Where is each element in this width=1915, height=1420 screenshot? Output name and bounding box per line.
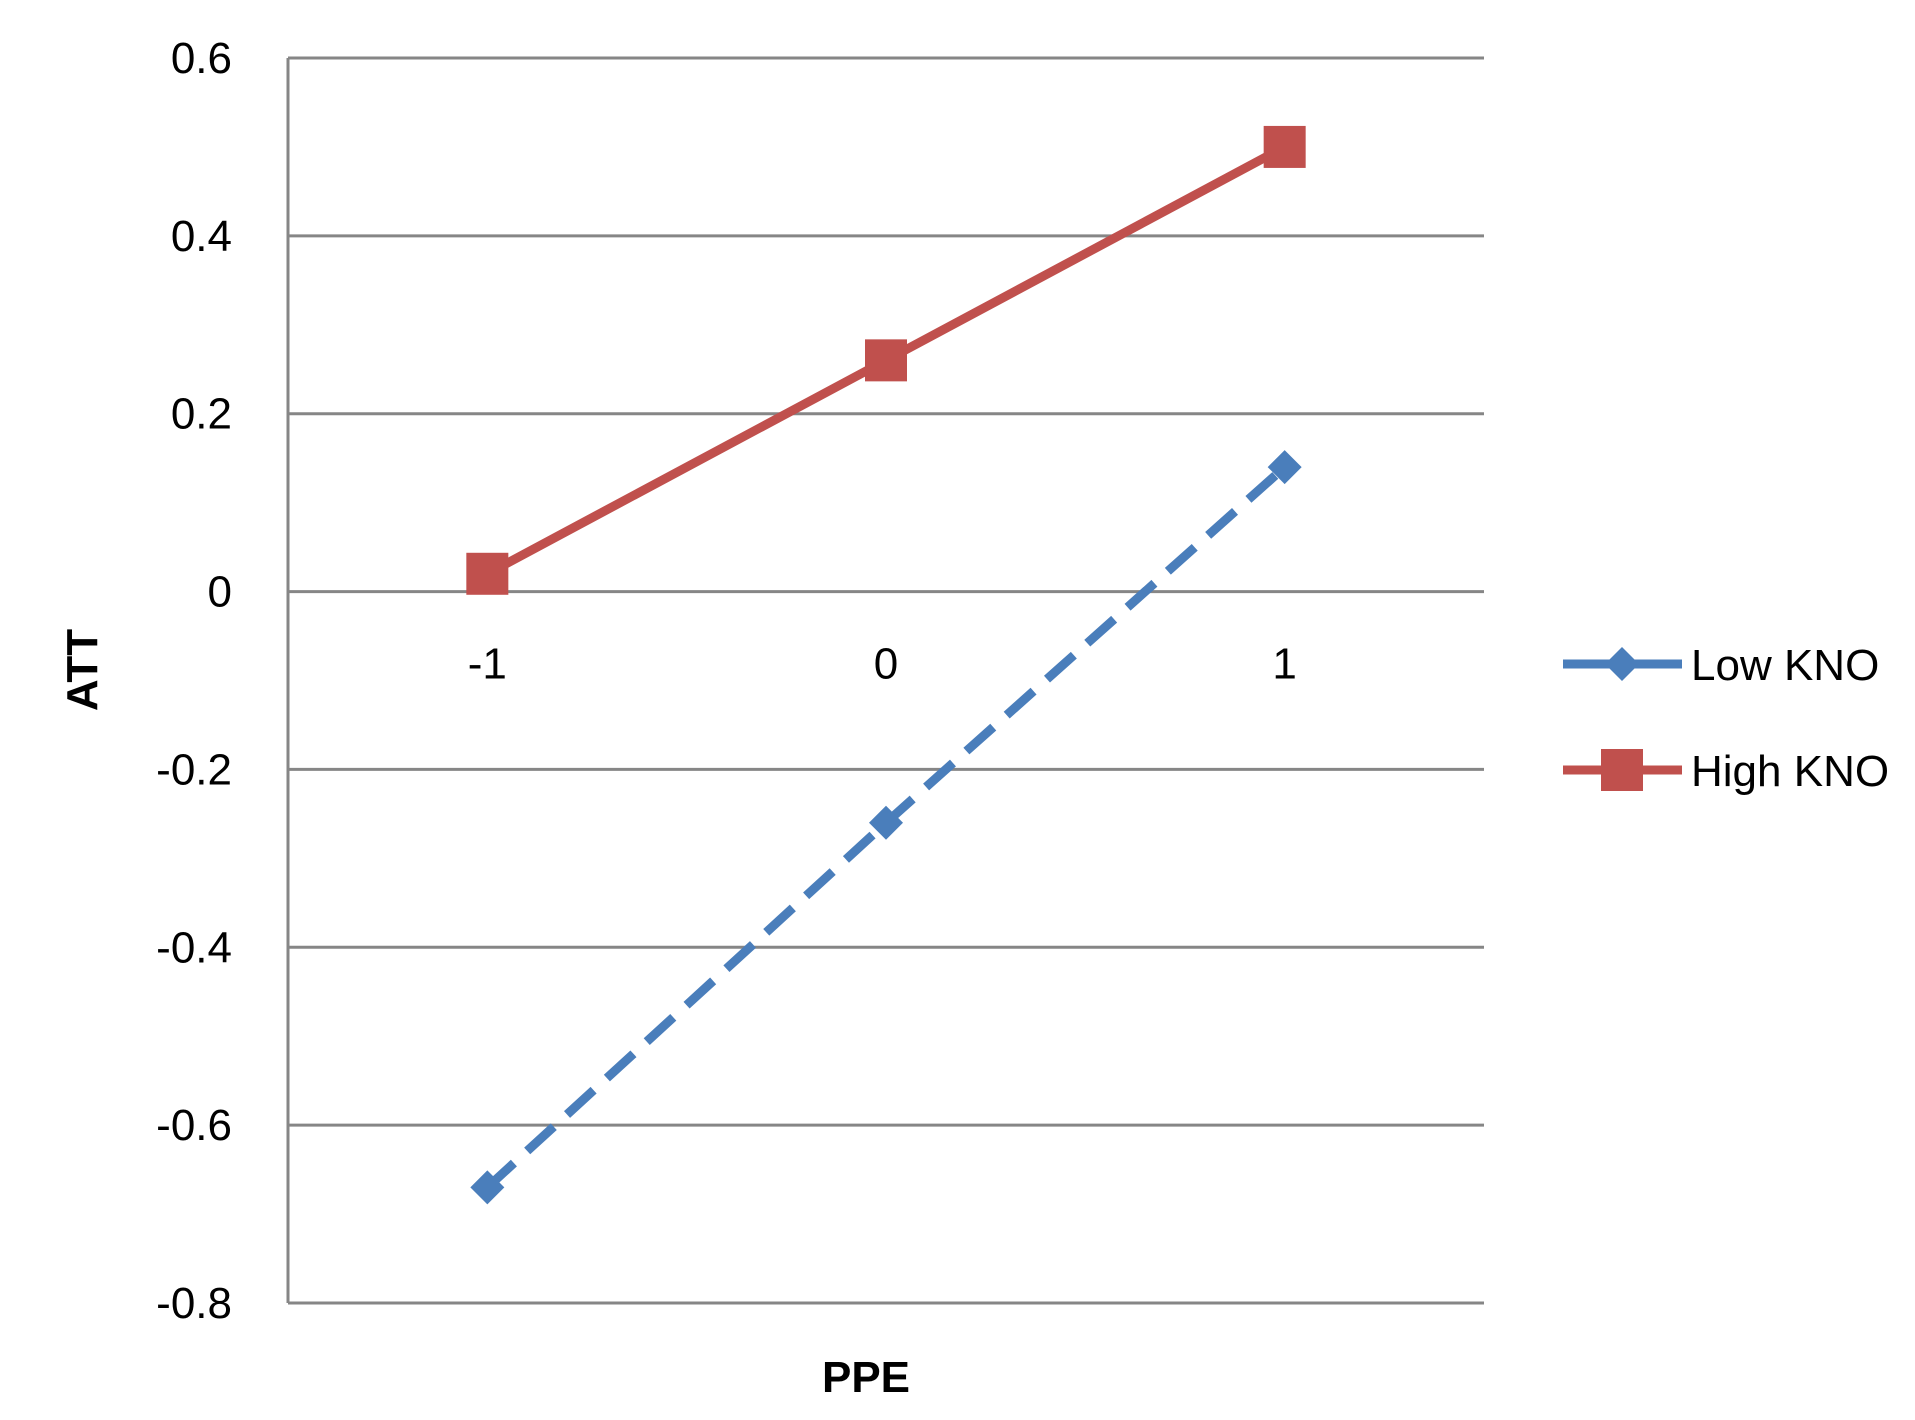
y-tick-label: -0.6 [156, 1101, 232, 1150]
legend: Low KNO High KNO [1563, 641, 1889, 796]
y-tick-label: -0.8 [156, 1279, 232, 1328]
data-point-high-kno [865, 339, 907, 382]
x-tick-label: -1 [468, 640, 507, 689]
data-point-low-kno [869, 805, 903, 840]
legend-marker [1605, 647, 1639, 681]
series [466, 125, 1306, 1205]
y-tick-label: -0.2 [156, 745, 232, 794]
y-tick-label: 0.4 [171, 212, 232, 261]
series-low-kno [470, 450, 1302, 1205]
y-tick-labels: 0.6 0.4 0.2 0 -0.2 -0.4 -0.6 -0.8 [156, 34, 232, 1328]
data-point-high-kno [466, 552, 509, 595]
legend-marker [1601, 749, 1643, 791]
y-axis-title: ATT [58, 629, 107, 711]
x-axis-title: PPE [822, 1353, 910, 1402]
series-high-kno [466, 125, 1306, 595]
legend-item-low-kno: Low KNO [1563, 641, 1879, 690]
y-tick-label: 0.6 [171, 34, 232, 83]
legend-label: High KNO [1691, 747, 1889, 796]
legend-label: Low KNO [1691, 641, 1879, 690]
x-tick-label: 0 [874, 640, 898, 689]
y-tick-label: 0 [208, 568, 232, 617]
data-point-high-kno [1263, 125, 1306, 168]
data-point-low-kno [470, 1170, 505, 1205]
y-tick-label: 0.2 [171, 390, 232, 439]
x-tick-labels: -1 0 1 [468, 640, 1297, 689]
legend-item-high-kno: High KNO [1563, 747, 1889, 796]
y-tick-label: -0.4 [156, 923, 232, 972]
x-tick-label: 1 [1272, 640, 1296, 689]
data-point-low-kno [1267, 450, 1302, 485]
